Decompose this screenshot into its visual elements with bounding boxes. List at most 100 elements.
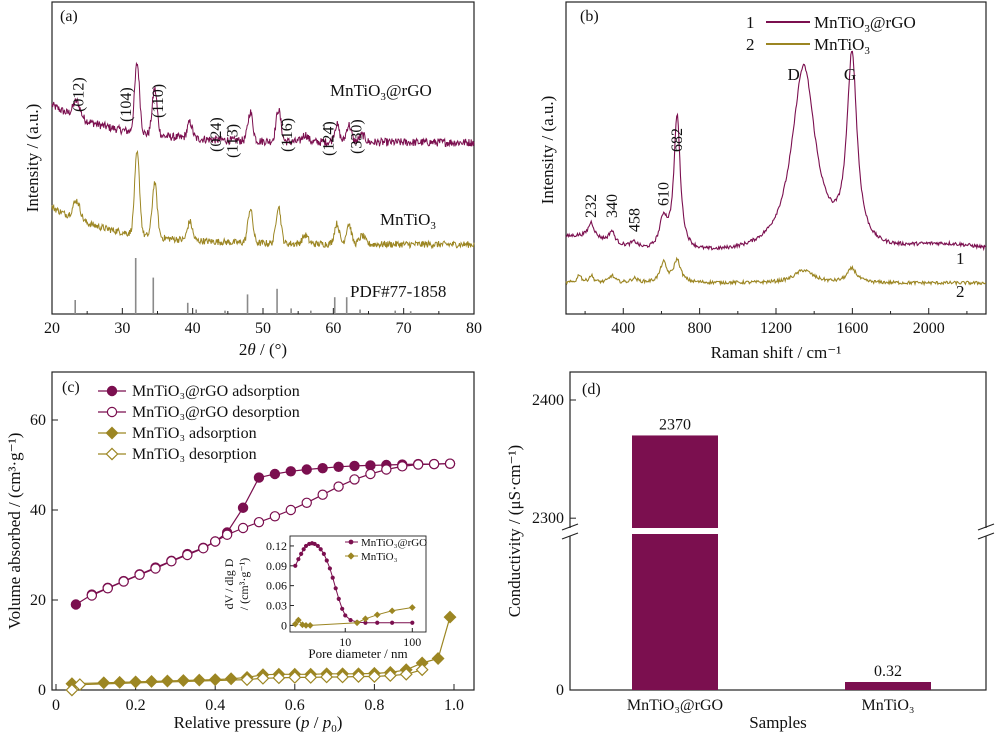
panel-c-legend-marker xyxy=(106,385,118,397)
panel-c-data-point xyxy=(134,569,145,581)
panel-c-data-point xyxy=(381,464,392,475)
panel-c-data-point xyxy=(256,671,270,685)
panel-b-legend-2-num: 2 xyxy=(746,35,755,54)
panel-c-data-point xyxy=(333,481,344,492)
panel-b-band-label: G xyxy=(844,65,856,84)
panel-c-data-point xyxy=(118,576,129,587)
panel-d-axis-break-mark xyxy=(977,532,995,540)
panel-c-inset-point xyxy=(340,606,345,611)
panel-b-peak-label: 340 xyxy=(604,194,621,218)
panel-c-data-point xyxy=(412,459,424,470)
panel-c-data-point xyxy=(399,667,413,681)
panel-c-data-point xyxy=(240,673,254,687)
panel-c-inset-ytick-label: 0.06 xyxy=(266,579,287,593)
panel-d-category-label: MnTiO₃ xyxy=(861,697,914,714)
panel-c-data-point xyxy=(444,458,456,469)
panel-c-xtick-label: 0.2 xyxy=(126,697,146,714)
panel-c-data-point xyxy=(285,466,297,477)
panel-d-axis-break-gap xyxy=(562,528,578,536)
panel-c-inset-point xyxy=(324,558,329,563)
panel-c-data-point xyxy=(383,669,397,683)
panel-c-data-point xyxy=(113,675,127,689)
panel-c-data-point xyxy=(224,672,238,686)
panel-c-data-point xyxy=(415,663,429,677)
panel-c-inset-legend-label: MnTiO₃ xyxy=(361,551,398,563)
panel-c-inset-point xyxy=(295,616,302,624)
panel-c-data-point xyxy=(253,516,265,528)
panel-b-xtick-label: 2000 xyxy=(913,320,945,337)
panel-c-data-point xyxy=(272,671,286,685)
panel-b-frame xyxy=(565,1,987,315)
panel-c-ytick-label: 40 xyxy=(30,502,46,519)
panel-a-tag: (a) xyxy=(60,8,78,25)
panel-c-data-point xyxy=(150,563,161,574)
panel-c-data-point xyxy=(431,652,445,665)
panel-c-inset-point xyxy=(388,607,396,615)
panel-c-inset-point xyxy=(327,566,332,571)
panel-c-ytick-label: 20 xyxy=(30,592,46,609)
panel-c-xtick-label: 0.6 xyxy=(285,697,305,714)
panel-c-data-point xyxy=(221,529,233,540)
panel-b-trace-1 xyxy=(565,50,987,252)
panel-a-peak-annotation: (104) xyxy=(118,87,135,122)
panel-d-ytick-label: 2300 xyxy=(532,510,564,527)
panel-c-xtick-label: 0 xyxy=(52,697,60,714)
panel-c-data-point xyxy=(352,670,365,683)
panel-a-frame xyxy=(51,1,475,315)
panel-d-axis-break-mark xyxy=(977,523,995,531)
panel-a-peak-annotation: (330) xyxy=(348,119,365,154)
panel-c-xtick-label: 0.4 xyxy=(205,697,225,714)
panel-c-inset-frame xyxy=(289,535,427,633)
panel-a-xtick-label: 20 xyxy=(44,320,60,337)
panel-a-peak-annotation: (110) xyxy=(150,84,167,118)
panel-c-xtick-label: 0.8 xyxy=(364,697,384,714)
panel-c-data-point xyxy=(285,504,297,516)
panel-a-trace-2 xyxy=(51,149,475,250)
panel-a-xlabel: 2θ / (°) xyxy=(239,340,287,359)
panel-a-trace-1 xyxy=(51,61,475,148)
panel-c-inset-ylabel-unit: / (cm³·g⁻¹) xyxy=(237,558,251,611)
panel-c-data-point xyxy=(97,676,111,690)
panel-c-legend-label: MnTiO₃@rGO desorption xyxy=(132,404,300,421)
panel-b-tag: (b) xyxy=(580,8,599,25)
panel-b-xtick-label: 400 xyxy=(611,320,635,337)
panel-a-xtick-label: 70 xyxy=(396,320,412,337)
panel-d-bar xyxy=(845,682,931,690)
panel-d-break-gap xyxy=(626,528,726,534)
panel-b: (b) 400 800 1200 1600 2000 232 340 458 610 682 D G… xyxy=(538,1,987,362)
panel-c-inset-ylabel: dV / dlg D xyxy=(222,558,236,609)
panel-d-ylabel: Conductivity / (μS·cm⁻¹) xyxy=(505,445,524,617)
panel-c-data-point xyxy=(209,536,221,547)
panel-c-data-point xyxy=(443,610,457,624)
panel-c-data-point xyxy=(288,670,302,684)
panel-c-xlabel: Relative pressure (p / p0) xyxy=(174,713,343,735)
panel-d-ytick-label: 2400 xyxy=(532,392,564,409)
panel-b-legend-2-label: MnTiO3 xyxy=(814,35,870,57)
panel-c-legend-label: MnTiO₃ desorption xyxy=(132,446,257,463)
panel-c-inset: 10 100 0 0.03 0.06 0.09 0.12 Pore diameter / nm… xyxy=(222,535,427,661)
panel-c-data-point xyxy=(208,673,222,687)
panel-a-peak-annotation: (024) xyxy=(208,117,225,152)
panel-c-inset-xtick-label: 100 xyxy=(403,635,421,649)
panel-a-peak-annotation: (113̄) xyxy=(225,124,242,158)
panel-c-inset-point xyxy=(296,557,301,562)
panel-c-data-point xyxy=(365,460,376,471)
panel-c-inset-point xyxy=(408,604,416,611)
panel-a-ylabel: Intensity / (a.u.) xyxy=(23,104,42,213)
panel-b-curve-label: 2 xyxy=(956,282,965,301)
panel-b-peak-label: 458 xyxy=(626,208,643,232)
panel-c-inset-legend-label: MnTiO₃@rGO xyxy=(361,537,427,549)
panel-c-legend-label: MnTiO₃ adsorption xyxy=(132,425,257,442)
panel-c-legend-label: MnTiO₃@rGO adsorption xyxy=(132,383,300,400)
panel-c-data-point xyxy=(365,468,376,480)
panel-c-frame xyxy=(51,371,475,691)
panel-c-data-point xyxy=(73,678,87,692)
panel-c-data-point xyxy=(182,549,193,561)
panel-c-data-point xyxy=(129,675,143,689)
panel-d: (d) 2370 MnTiO₃@rGO 0.32 MnTiO₃ 0 2300 2400 C… xyxy=(505,371,995,732)
panel-c-inset-point xyxy=(301,547,306,552)
panel-d-bar xyxy=(632,435,718,690)
panel-c-inset-point xyxy=(312,541,317,547)
panel-a-xtick-label: 40 xyxy=(185,320,201,337)
